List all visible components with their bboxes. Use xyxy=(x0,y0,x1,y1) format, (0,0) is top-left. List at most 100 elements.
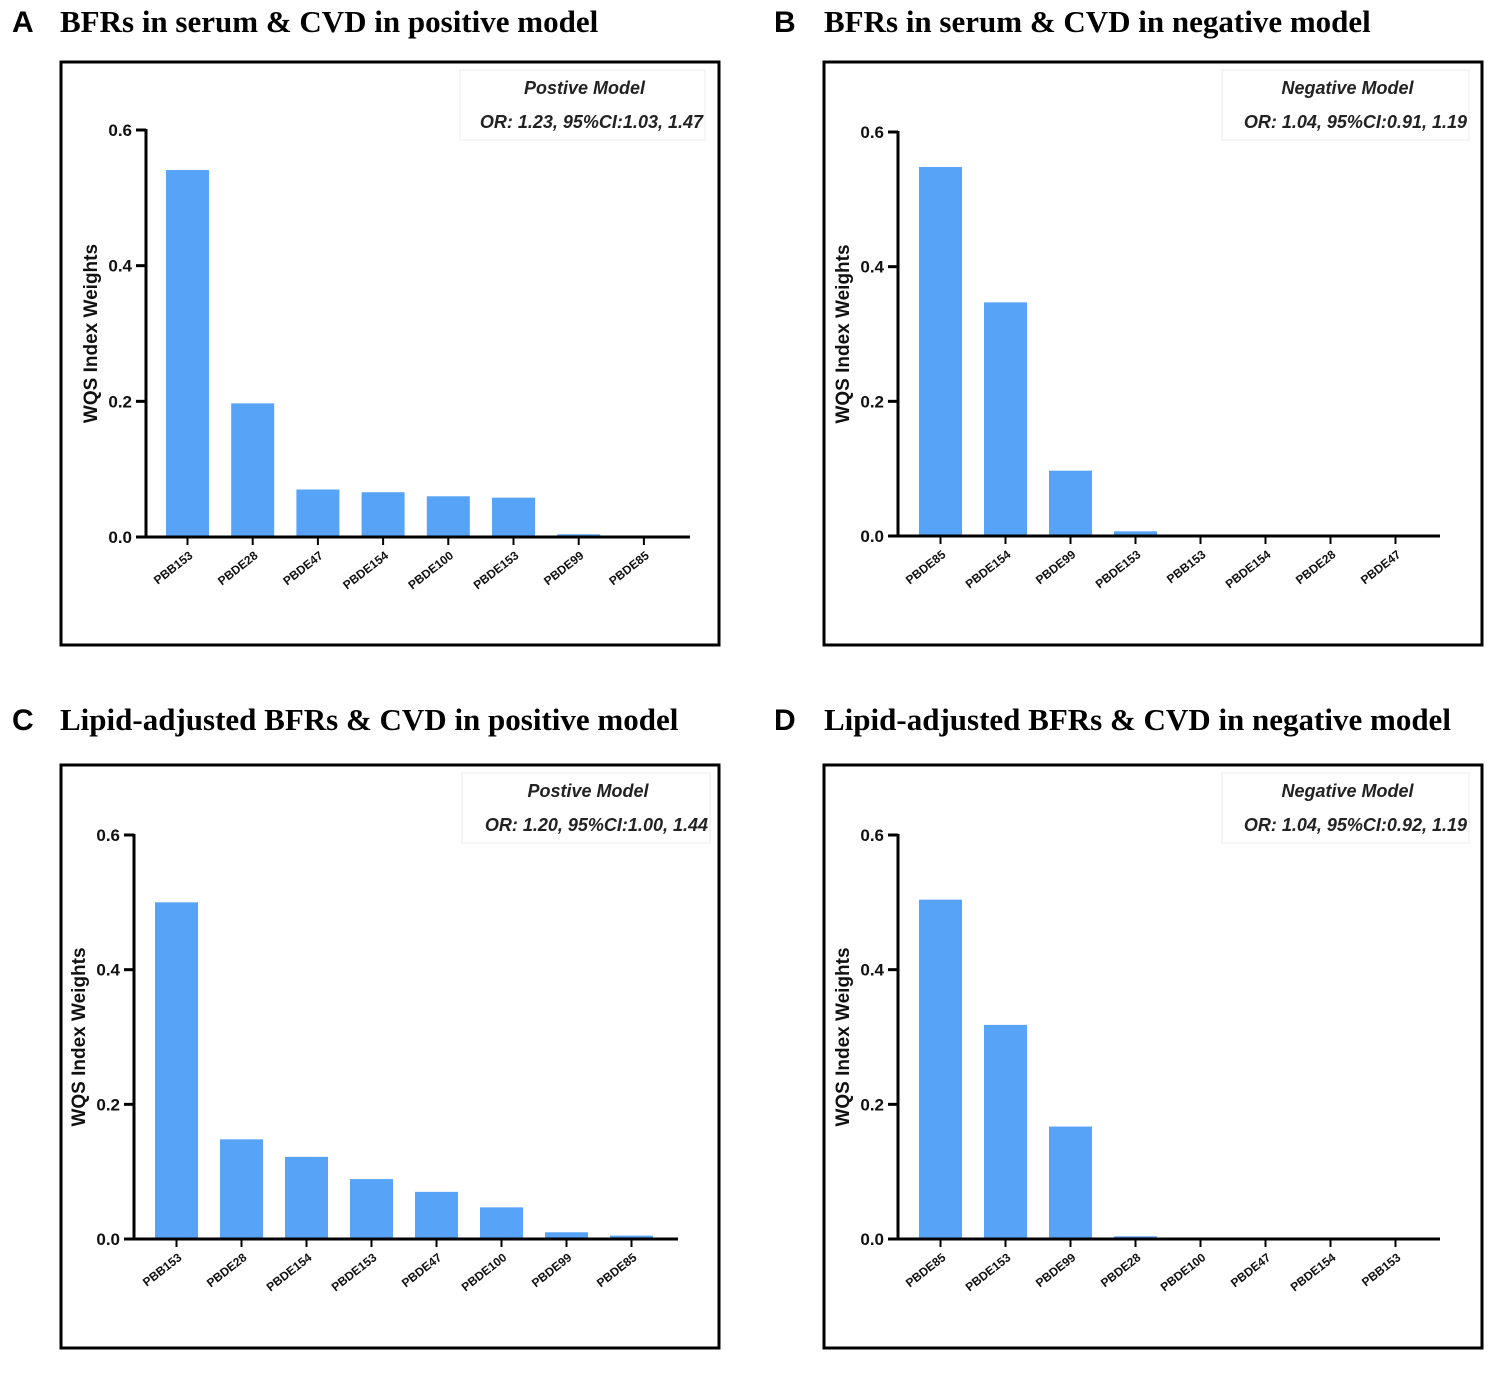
annotation-box xyxy=(1221,69,1470,141)
panel-title: Lipid-adjusted BFRs & CVD in positive mo… xyxy=(60,702,679,737)
x-tick-label: PBDE99 xyxy=(529,1250,575,1290)
panel-letter: A xyxy=(12,6,34,39)
bar-pbde99 xyxy=(545,1232,588,1239)
annotation-box xyxy=(459,69,706,141)
x-tick-label: PBDE85 xyxy=(594,1250,640,1290)
x-tick-label: PBDE99 xyxy=(541,548,587,588)
x-tick-label: PBDE154 xyxy=(264,1250,315,1294)
y-axis-label: WQS Index Weights xyxy=(81,244,102,423)
panel-letter: D xyxy=(774,704,796,737)
bar-pbde28 xyxy=(231,403,275,537)
x-tick-label: PBDE28 xyxy=(215,548,261,588)
bar-pbde100 xyxy=(426,496,470,537)
y-tick-label: 0.4 xyxy=(108,257,132,276)
x-tick-label: PBB153 xyxy=(1164,547,1209,586)
y-axis-label: WQS Index Weights xyxy=(69,947,90,1126)
bar-pbb153 xyxy=(166,170,209,537)
panel-title: BFRs in serum & CVD in positive model xyxy=(60,4,599,39)
bar-pbde47 xyxy=(296,489,340,537)
x-tick-label: PBDE99 xyxy=(1033,1250,1079,1290)
y-tick-label: 0.6 xyxy=(860,826,884,845)
bar-pbde153 xyxy=(350,1179,393,1239)
panel-letter: C xyxy=(12,704,34,737)
x-tick-label: PBDE99 xyxy=(1033,547,1079,587)
x-tick-label: PBB153 xyxy=(151,548,196,587)
bar-chart: Negative Model OR: 1.04, 95%CI:0.91, 1.19… xyxy=(822,60,1484,647)
bar-pbde154 xyxy=(361,492,405,537)
model-label: Negative Model xyxy=(1281,78,1414,98)
x-tick-label: PBDE100 xyxy=(405,548,456,592)
x-tick-label: PBDE153 xyxy=(1093,547,1144,591)
bar-pbde100 xyxy=(480,1207,523,1239)
x-tick-label: PBDE47 xyxy=(1228,1250,1274,1290)
bar-pbde153 xyxy=(984,1024,1027,1239)
x-tick-label: PBDE28 xyxy=(204,1250,250,1290)
x-tick-label: PBB153 xyxy=(1359,1250,1404,1289)
bar-pbde85 xyxy=(610,1235,653,1239)
y-tick-label: 0.6 xyxy=(108,121,132,140)
chart-frame xyxy=(59,763,721,1350)
bar-pbde47 xyxy=(415,1191,458,1239)
x-tick-label: PBDE47 xyxy=(1358,547,1404,587)
y-tick-label: 0.4 xyxy=(860,961,884,980)
stats-label: OR: 1.04, 95%CI:0.91, 1.19 xyxy=(1244,112,1467,132)
chart-frame xyxy=(59,60,721,647)
model-label: Negative Model xyxy=(1281,781,1414,801)
panel-b: B BFRs in serum & CVD in negative model … xyxy=(764,0,1488,677)
y-tick-label: 0.4 xyxy=(860,258,884,277)
x-tick-label: PBDE154 xyxy=(963,547,1014,591)
bar-pbde85 xyxy=(919,899,962,1239)
bar-pbde154 xyxy=(285,1156,328,1239)
panel-title: BFRs in serum & CVD in negative model xyxy=(824,4,1371,39)
y-tick-label: 0.0 xyxy=(108,528,132,547)
bar-pbde85 xyxy=(919,167,962,536)
bar-chart: Postive Model OR: 1.20, 95%CI:1.00, 1.44 0… xyxy=(59,763,721,1350)
bar-pbde99 xyxy=(1049,470,1092,536)
y-tick-label: 0.2 xyxy=(860,1095,884,1114)
x-tick-label: PBDE153 xyxy=(963,1250,1014,1294)
chart-frame xyxy=(822,763,1484,1350)
x-tick-label: PBDE47 xyxy=(280,548,326,588)
bar-pbb153 xyxy=(155,902,198,1239)
y-tick-label: 0.2 xyxy=(108,392,132,411)
bar-pbde153 xyxy=(492,497,535,537)
bar-chart: Postive Model OR: 1.23, 95%CI:1.03, 1.47 0… xyxy=(59,60,721,647)
stats-label: OR: 1.23, 95%CI:1.03, 1.47 xyxy=(480,112,704,132)
y-tick-label: 0.4 xyxy=(96,961,120,980)
y-tick-label: 0.6 xyxy=(860,123,884,142)
y-tick-label: 0.0 xyxy=(96,1230,120,1249)
bar-pbde153 xyxy=(1114,531,1157,536)
x-tick-label: PBDE153 xyxy=(471,548,522,592)
bar-pbde99 xyxy=(1049,1126,1092,1239)
x-tick-label: PBDE47 xyxy=(399,1250,445,1290)
stats-label: OR: 1.20, 95%CI:1.00, 1.44 xyxy=(485,815,708,835)
x-tick-label: PBDE85 xyxy=(903,1250,949,1290)
y-tick-label: 0.2 xyxy=(860,392,884,411)
x-tick-label: PBDE154 xyxy=(1223,547,1274,591)
y-axis-label: WQS Index Weights xyxy=(833,244,854,423)
x-tick-label: PBDE85 xyxy=(606,548,652,588)
model-label: Postive Model xyxy=(524,78,646,98)
stats-label: OR: 1.04, 95%CI:0.92, 1.19 xyxy=(1244,815,1467,835)
y-axis-label: WQS Index Weights xyxy=(833,947,854,1126)
panel-d: D Lipid-adjusted BFRs & CVD in negative … xyxy=(764,700,1488,1377)
chart-frame xyxy=(822,60,1484,647)
bar-chart: Negative Model OR: 1.04, 95%CI:0.92, 1.19… xyxy=(822,763,1484,1350)
annotation-box xyxy=(461,772,711,844)
model-label: Postive Model xyxy=(527,781,649,801)
bar-pbde28 xyxy=(220,1139,263,1239)
x-tick-label: PBB153 xyxy=(140,1250,185,1289)
x-tick-label: PBDE85 xyxy=(903,547,949,587)
x-tick-label: PBDE100 xyxy=(1158,1250,1209,1294)
y-tick-label: 0.0 xyxy=(860,527,884,546)
x-tick-label: PBDE154 xyxy=(1288,1250,1339,1294)
y-tick-label: 0.0 xyxy=(860,1230,884,1249)
x-tick-label: PBDE28 xyxy=(1098,1250,1144,1290)
y-tick-label: 0.6 xyxy=(96,826,120,845)
panel-a: A BFRs in serum & CVD in positive model … xyxy=(0,0,744,677)
x-tick-label: PBDE100 xyxy=(459,1250,510,1294)
x-tick-label: PBDE28 xyxy=(1293,547,1339,587)
panel-letter: B xyxy=(774,6,796,39)
x-tick-label: PBDE154 xyxy=(340,548,391,592)
y-tick-label: 0.2 xyxy=(96,1095,120,1114)
